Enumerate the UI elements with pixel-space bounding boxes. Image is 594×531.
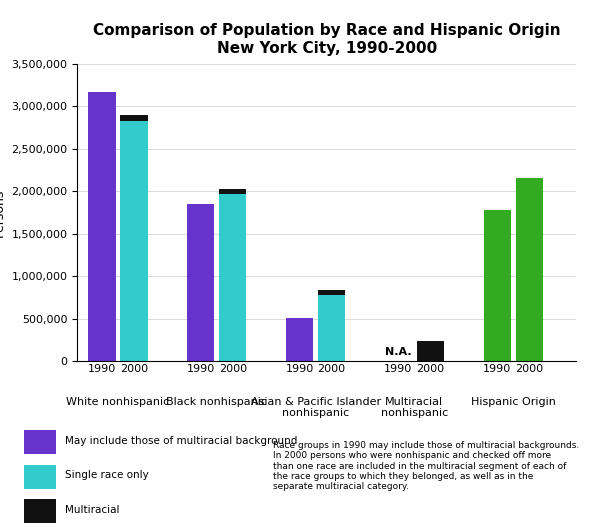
Text: May include those of multiracial background: May include those of multiracial backgro… (65, 436, 298, 446)
Text: Single race only: Single race only (65, 470, 149, 480)
Text: Multiracial
nonhispanic: Multiracial nonhispanic (381, 397, 448, 418)
Text: Multiracial: Multiracial (65, 505, 120, 515)
Bar (417, 341, 444, 361)
Bar (187, 204, 214, 361)
Bar (219, 194, 247, 361)
Text: N.A.: N.A. (385, 347, 412, 357)
Bar (219, 189, 247, 194)
Bar (286, 318, 313, 361)
Text: Black nonhispanic: Black nonhispanic (166, 397, 267, 407)
Text: Race groups in 1990 may include those of multiracial backgrounds.
In 2000 person: Race groups in 1990 may include those of… (273, 441, 580, 491)
Text: Asian & Pacific Islander
nonhispanic: Asian & Pacific Islander nonhispanic (251, 397, 381, 418)
Bar (318, 290, 345, 295)
Bar (484, 210, 511, 361)
Text: White nonhispanic: White nonhispanic (67, 397, 170, 407)
Y-axis label: Persons: Persons (0, 188, 6, 237)
Bar (89, 92, 115, 361)
Bar (516, 177, 543, 361)
Bar (121, 122, 148, 361)
Title: Comparison of Population by Race and Hispanic Origin
New York City, 1990-2000: Comparison of Population by Race and His… (93, 23, 561, 56)
Bar (121, 115, 148, 122)
Text: Hispanic Origin: Hispanic Origin (471, 397, 555, 407)
Bar (318, 295, 345, 361)
